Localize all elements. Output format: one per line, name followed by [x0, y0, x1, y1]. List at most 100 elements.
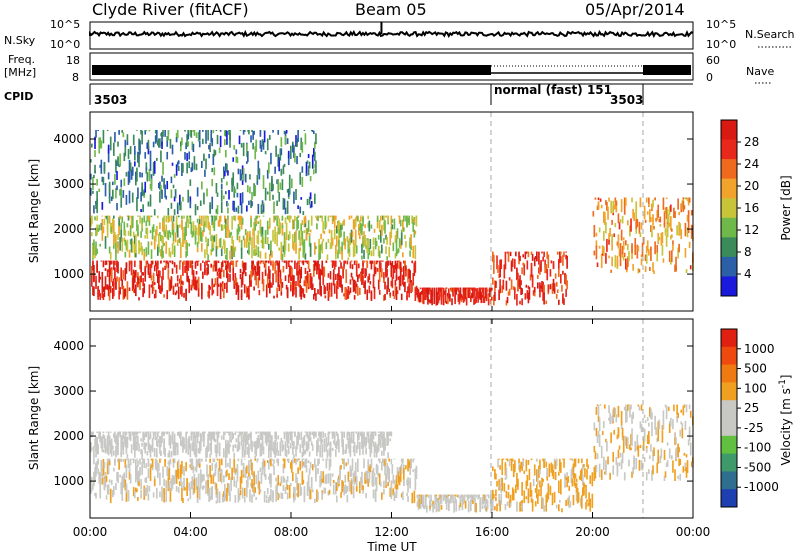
heatmap-cell — [148, 436, 151, 440]
heatmap-cell — [551, 467, 554, 470]
heatmap-cell — [121, 434, 124, 445]
heatmap-cell — [279, 482, 282, 487]
heatmap-cell — [216, 192, 219, 197]
heatmap-cell — [286, 138, 289, 144]
heatmap-cell — [352, 239, 355, 246]
heatmap-cell — [287, 152, 290, 166]
heatmap-cell — [556, 289, 559, 293]
heatmap-cell — [399, 219, 402, 227]
heatmap-cell — [201, 232, 203, 242]
heatmap-cell — [681, 200, 684, 210]
heatmap-cell — [623, 197, 626, 209]
heatmap-cell — [618, 222, 621, 230]
heatmap-cell — [425, 494, 427, 497]
power-ylabel: Slant Range [km] — [27, 159, 41, 263]
heatmap-cell — [391, 261, 394, 268]
heatmap-cell — [314, 458, 316, 466]
heatmap-cell — [646, 417, 649, 422]
heatmap-cell — [120, 435, 123, 445]
heatmap-cell — [239, 268, 242, 274]
heatmap-cell — [376, 215, 379, 222]
heatmap-cell — [350, 229, 353, 243]
heatmap-cell — [105, 475, 108, 482]
heatmap-cell — [236, 260, 239, 262]
heatmap-cell — [101, 439, 104, 453]
colorbar-swatch — [721, 418, 737, 437]
heatmap-cell — [121, 444, 124, 450]
yaxis-tick-label: 4000 — [53, 132, 84, 146]
colorbar-tick-label: 8 — [744, 245, 752, 259]
heatmap-cell — [115, 159, 117, 173]
heatmap-cell — [626, 409, 628, 422]
heatmap-cell — [106, 462, 109, 475]
heatmap-cell — [225, 163, 227, 172]
heatmap-cell — [366, 240, 369, 253]
heatmap-cell — [520, 280, 522, 286]
heatmap-cell — [687, 218, 690, 233]
heatmap-cell — [181, 487, 183, 501]
nsky-trace-line — [89, 29, 694, 39]
heatmap-cell — [392, 474, 395, 484]
heatmap-cell — [537, 282, 539, 289]
heatmap-cell — [430, 494, 432, 500]
heatmap-cell — [348, 215, 351, 220]
heatmap-cell — [192, 487, 195, 495]
heatmap-cell — [564, 272, 566, 285]
heatmap-cell — [479, 501, 482, 513]
heatmap-cell — [576, 487, 579, 495]
heatmap-cell — [193, 156, 196, 170]
heatmap-cell — [408, 268, 410, 279]
heatmap-cell — [551, 286, 554, 291]
heatmap-cell — [266, 273, 269, 287]
heatmap-cell — [264, 230, 267, 244]
heatmap-cell — [656, 437, 659, 443]
heatmap-cell — [92, 431, 94, 435]
heatmap-cell — [542, 281, 544, 296]
heatmap-cell — [248, 460, 250, 473]
heatmap-cell — [338, 266, 340, 281]
heatmap-cell — [186, 431, 188, 434]
heatmap-cell — [348, 442, 351, 454]
heatmap-cell — [558, 299, 560, 305]
heatmap-cell — [324, 433, 327, 438]
heatmap-cell — [655, 218, 657, 222]
heatmap-cell — [259, 219, 262, 230]
heatmap-cell — [268, 162, 270, 174]
heatmap-cell — [571, 458, 574, 462]
heatmap-cell — [571, 481, 574, 487]
heatmap-cell — [562, 254, 564, 266]
heatmap-cell — [394, 494, 397, 498]
heatmap-cell — [479, 288, 482, 300]
heatmap-cell — [329, 458, 332, 463]
heatmap-cell — [264, 187, 267, 201]
heatmap-cell — [637, 404, 640, 407]
heatmap-cell — [269, 495, 271, 501]
heatmap-cell — [416, 292, 419, 298]
heatmap-cell — [157, 462, 159, 476]
heatmap-cell — [198, 215, 201, 219]
heatmap-cell — [106, 215, 109, 223]
heatmap-cell — [195, 458, 198, 473]
heatmap-cell — [649, 209, 651, 223]
heatmap-cell — [438, 502, 441, 512]
heatmap-cell — [494, 469, 496, 474]
heatmap-cell — [106, 439, 109, 448]
heatmap-cell — [117, 241, 119, 254]
heatmap-cell — [196, 499, 199, 503]
heatmap-cell — [214, 150, 217, 156]
heatmap-cell — [103, 286, 106, 297]
heatmap-cell — [454, 496, 456, 504]
heatmap-cell — [95, 453, 97, 458]
heatmap-cell — [247, 438, 249, 445]
heatmap-cell — [400, 267, 403, 273]
heatmap-cell — [140, 448, 142, 455]
heatmap-cell — [126, 458, 129, 461]
heatmap-cell — [290, 462, 292, 469]
heatmap-cell — [588, 492, 590, 506]
heatmap-cell — [447, 294, 449, 305]
heatmap-cell — [126, 239, 129, 252]
heatmap-cell — [596, 435, 599, 443]
heatmap-cell — [666, 223, 669, 238]
heatmap-cell — [101, 286, 104, 299]
heatmap-cell — [270, 458, 272, 467]
